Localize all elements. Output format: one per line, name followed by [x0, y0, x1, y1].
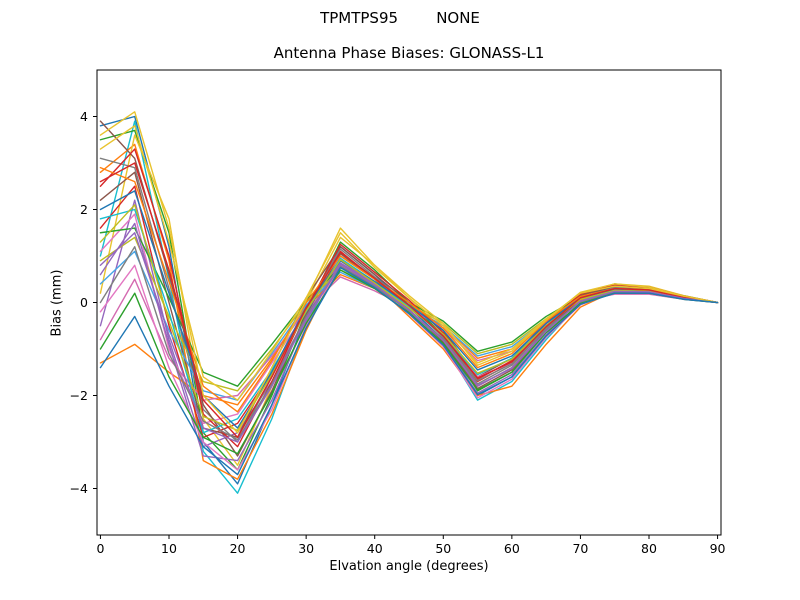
x-tick-label: 80 — [641, 541, 657, 556]
y-tick-label: 4 — [80, 109, 88, 124]
x-tick-label: 0 — [96, 541, 104, 556]
chart-title: Antenna Phase Biases: GLONASS-L1 — [273, 44, 545, 62]
x-tick-label: 30 — [298, 541, 314, 556]
series-line — [99, 250, 719, 401]
y-tick-label: 2 — [80, 202, 88, 217]
x-tick-label: 60 — [504, 541, 520, 556]
x-tick-label: 40 — [367, 541, 383, 556]
series-line — [99, 204, 719, 432]
y-tick-label: −4 — [70, 481, 88, 496]
series-line — [99, 162, 719, 439]
x-tick-label: 50 — [435, 541, 451, 556]
series-line — [99, 199, 719, 448]
y-tick-label: 0 — [80, 295, 88, 310]
series-group — [99, 111, 719, 494]
suptitle: TPMTPS95 NONE — [320, 9, 480, 27]
x-tick-label: 90 — [710, 541, 726, 556]
y-tick-label: −2 — [70, 388, 88, 403]
x-tick-label: 20 — [230, 541, 246, 556]
series-line — [99, 111, 719, 434]
x-tick-label: 10 — [161, 541, 177, 556]
series-line — [99, 125, 719, 401]
x-tick-label: 70 — [572, 541, 588, 556]
series-line — [99, 148, 719, 448]
series-line — [99, 232, 719, 443]
series-line — [99, 266, 719, 476]
x-axis-label: Elvation angle (degrees) — [329, 559, 489, 574]
